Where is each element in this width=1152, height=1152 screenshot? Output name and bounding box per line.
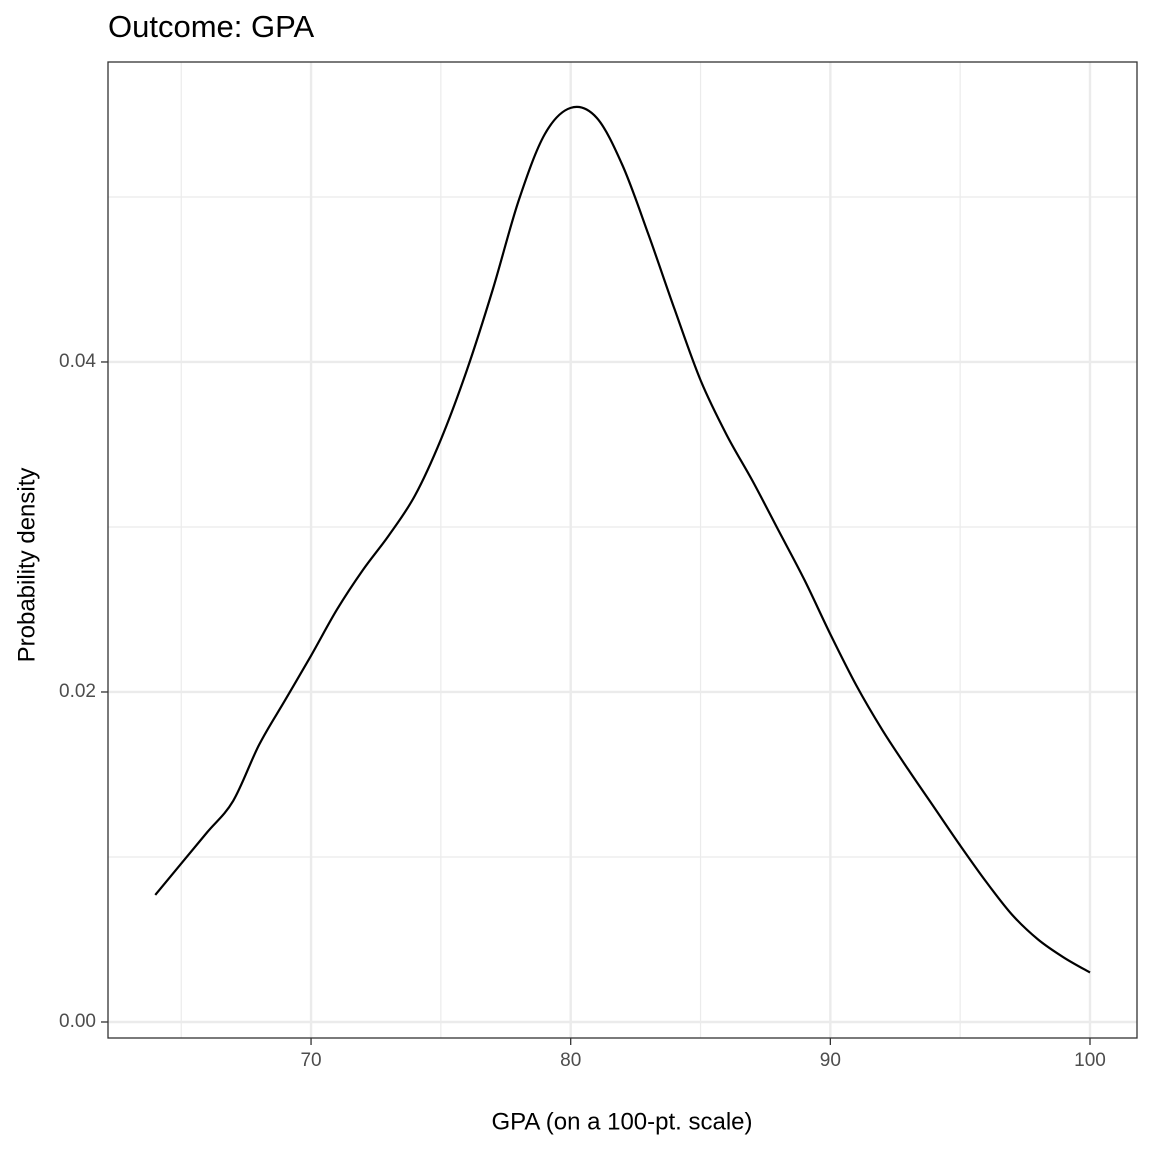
grid [108,62,1137,1038]
y-tick-label: 0.02 [59,681,96,702]
y-tick-label: 0.00 [59,1011,96,1032]
x-axis-title: GPA (on a 100-pt. scale) [491,1108,752,1135]
plot-marks [154,105,1091,974]
density-line [154,105,1091,974]
x-tick-label: 100 [1074,1050,1106,1071]
chart-title: Outcome: GPA [108,9,314,44]
x-tick-label: 70 [300,1050,321,1071]
panel-border [107,61,1138,1039]
y-tick-label: 0.04 [59,351,96,372]
x-tick-label: 80 [560,1050,581,1071]
x-tick-label: 90 [820,1050,841,1071]
y-axis-title: Probability density [13,468,40,663]
